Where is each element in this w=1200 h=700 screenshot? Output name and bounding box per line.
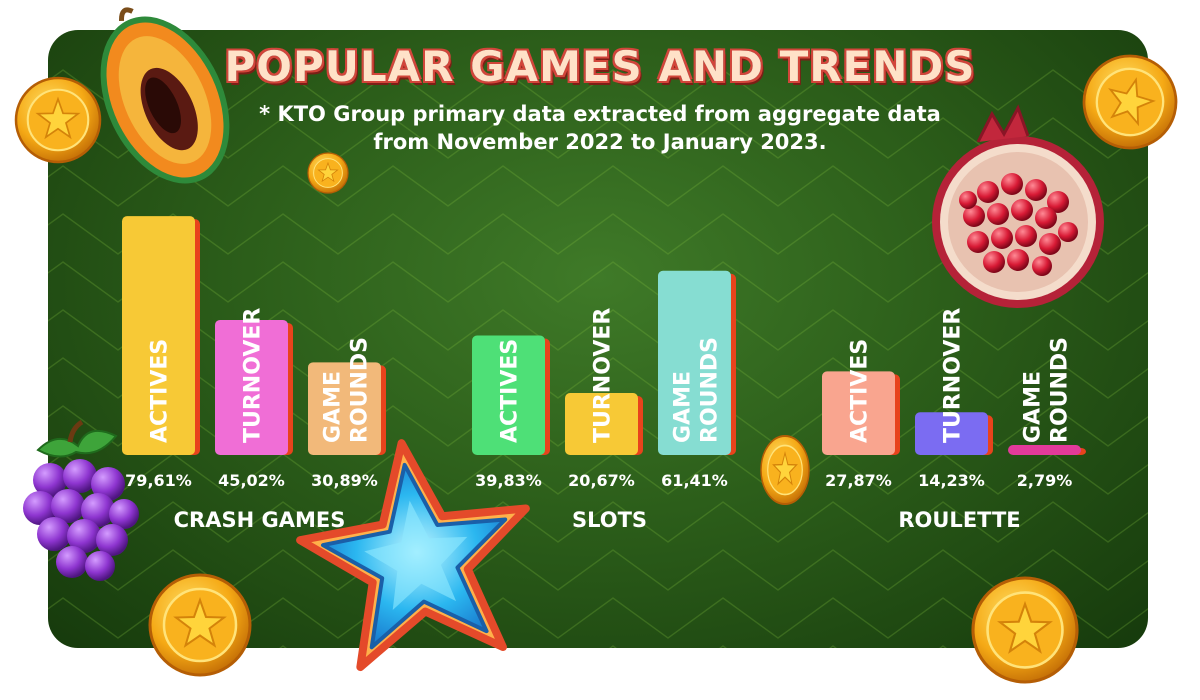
value-label: 20,67%: [568, 471, 635, 490]
chevron-line: [48, 453, 1148, 495]
subtitle-line-1: * KTO Group primary data extracted from …: [259, 102, 941, 126]
bar-crash-games-game-rounds: [308, 362, 381, 455]
chart-subtitle: * KTO Group primary data extracted from …: [250, 100, 950, 156]
value-label: 2,79%: [1017, 471, 1073, 490]
bar-label: ACTIVES: [148, 339, 173, 443]
bar-label: ACTIVES: [498, 339, 523, 443]
bar-roulette-actives: [822, 371, 895, 455]
value-label: 27,87%: [825, 471, 892, 490]
value-label: 61,41%: [661, 471, 728, 490]
bar-label: GAMEROUNDS: [321, 337, 373, 443]
bar-crash-games-turnover: [215, 319, 288, 455]
value-label: 39,83%: [475, 471, 542, 490]
bar-roulette-turnover: [915, 412, 988, 455]
bar-slots-turnover: [565, 392, 638, 455]
bar-label: TURNOVER: [591, 308, 616, 443]
chart-title: POPULAR GAMES AND TRENDS: [224, 42, 976, 91]
subtitle-line-2: from November 2022 to January 2023.: [373, 130, 827, 154]
chevron-line: [48, 357, 1148, 399]
bar-label: TURNOVER: [241, 308, 266, 443]
category-label: CRASH GAMES: [174, 508, 346, 532]
chevron-line: [48, 549, 1148, 591]
bar-roulette-game-rounds: [1008, 445, 1081, 455]
value-label: 45,02%: [218, 471, 285, 490]
bar-slots-game-rounds: [658, 270, 731, 455]
bar-crash-games-actives: [122, 216, 195, 455]
bar-slots-actives: [472, 335, 545, 455]
category-label: SLOTS: [572, 508, 647, 532]
chevron-pattern: [48, 69, 1148, 648]
value-label: 30,89%: [311, 471, 378, 490]
bar-label: GAMEROUNDS: [671, 337, 723, 443]
bar-label: GAMEROUNDS: [1021, 337, 1073, 443]
chevron-line: [48, 309, 1148, 351]
value-label: 14,23%: [918, 471, 985, 490]
bar-label: ACTIVES: [848, 339, 873, 443]
bar-label: TURNOVER: [941, 308, 966, 443]
category-label: ROULETTE: [898, 508, 1020, 532]
value-label: 79,61%: [125, 471, 192, 490]
chevron-line: [48, 501, 1148, 543]
